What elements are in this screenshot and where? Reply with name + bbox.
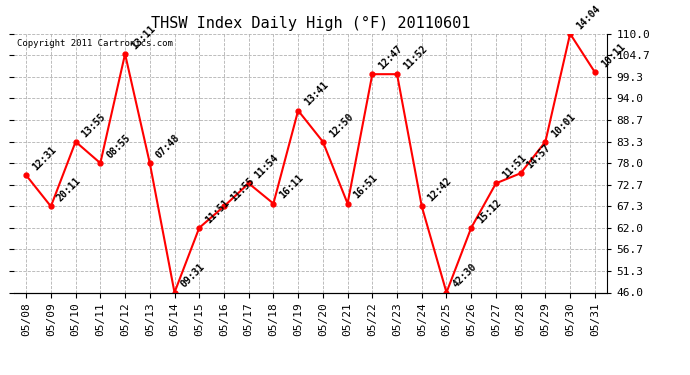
Text: 12:50: 12:50 bbox=[327, 111, 355, 139]
Text: 09:31: 09:31 bbox=[179, 262, 206, 290]
Text: 14:57: 14:57 bbox=[525, 142, 553, 171]
Text: 10:11: 10:11 bbox=[599, 42, 627, 69]
Text: 08:55: 08:55 bbox=[104, 132, 132, 160]
Text: 13:11: 13:11 bbox=[129, 23, 157, 51]
Text: 13:41: 13:41 bbox=[302, 80, 330, 108]
Text: 11:54: 11:54 bbox=[253, 153, 281, 180]
Text: 15:12: 15:12 bbox=[475, 197, 503, 225]
Text: 16:11: 16:11 bbox=[277, 173, 306, 201]
Text: 07:48: 07:48 bbox=[154, 132, 181, 160]
Text: 13:55: 13:55 bbox=[80, 111, 108, 139]
Text: 20:11: 20:11 bbox=[55, 176, 83, 204]
Title: THSW Index Daily High (°F) 20110601: THSW Index Daily High (°F) 20110601 bbox=[151, 16, 470, 31]
Text: 42:30: 42:30 bbox=[451, 262, 478, 290]
Text: 10:01: 10:01 bbox=[549, 111, 578, 139]
Text: 11:52: 11:52 bbox=[401, 44, 429, 71]
Text: 14:04: 14:04 bbox=[574, 3, 602, 31]
Text: 12:42: 12:42 bbox=[426, 176, 454, 204]
Text: 12:47: 12:47 bbox=[377, 44, 404, 71]
Text: 11:51: 11:51 bbox=[204, 197, 231, 225]
Text: 11:55: 11:55 bbox=[228, 176, 256, 204]
Text: 16:51: 16:51 bbox=[352, 173, 380, 201]
Text: 12:31: 12:31 bbox=[30, 145, 58, 172]
Text: 11:51: 11:51 bbox=[500, 153, 528, 180]
Text: Copyright 2011 Cartronics.com: Copyright 2011 Cartronics.com bbox=[17, 39, 172, 48]
